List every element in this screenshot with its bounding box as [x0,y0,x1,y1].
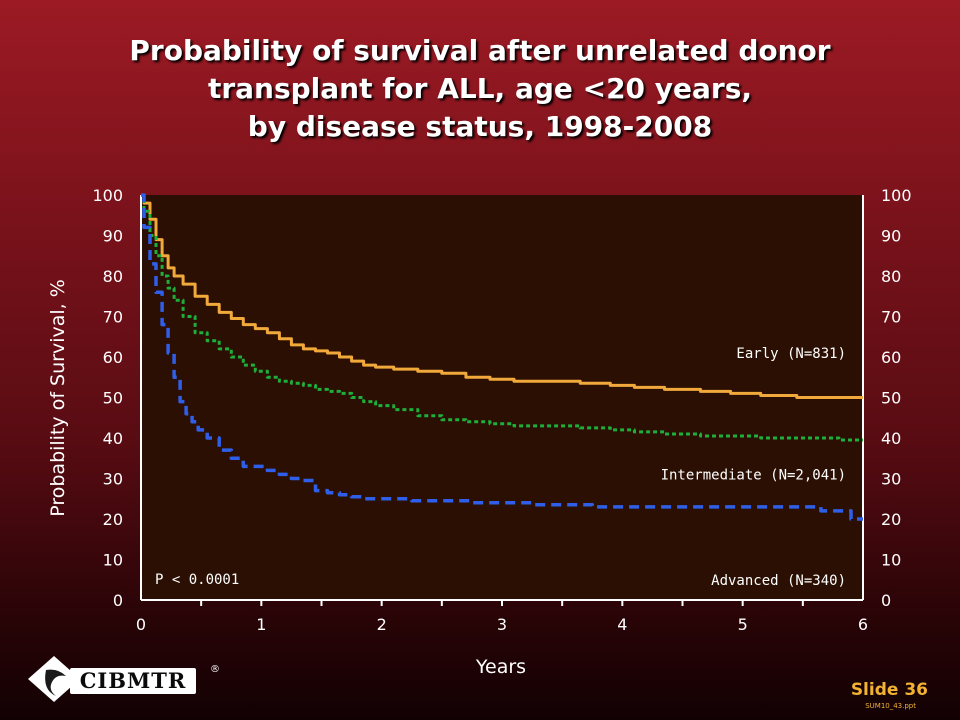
y-tick-label-right: 40 [881,429,901,448]
y-tick-label-right: 70 [881,308,901,327]
y-tick-label: 90 [103,227,123,246]
intermediate-label: Intermediate (N=2,041) [661,467,846,483]
y-tick-label-right: 100 [881,186,912,205]
slide-title: Probability of survival after unrelated … [0,32,960,146]
logo-diamond-icon [28,656,80,702]
series-lines [141,193,863,521]
x-tick-label: 2 [377,615,387,634]
y-tick-label-right: 60 [881,348,901,367]
y-tick-label: 30 [103,470,123,489]
registered-mark: ® [210,664,220,675]
title-line-2: transplant for ALL, age <20 years, [207,72,753,105]
plot-area [141,195,863,600]
x-tick-label: 4 [617,615,627,634]
x-tick-label: 3 [497,615,507,634]
x-tick-label: 0 [136,615,146,634]
x-tick-label: 6 [858,615,868,634]
title-line-3: by disease status, 1998-2008 [247,110,713,143]
y-tick-label: 60 [103,348,123,367]
y-tick-label-right: 90 [881,227,901,246]
y-tick-label: 80 [103,267,123,286]
x-axis-title: Years [475,656,526,678]
y-tick-label: 100 [92,186,123,205]
title-line-1: Probability of survival after unrelated … [129,34,831,67]
y-tick-label-right: 50 [881,389,901,408]
y-tick-label-right: 80 [881,267,901,286]
y-tick-label-right: 0 [881,591,891,610]
slide-file-name: SUM10_43.ppt [865,702,916,710]
series-labels: Early (N=831) Intermediate (N=2,041) Advan… [661,346,846,589]
y-axis-title: Probability of Survival, % [47,279,69,517]
slide-number: Slide 36 [850,680,928,700]
y-tick-label-right: 10 [881,551,901,570]
y-tick-label: 50 [103,389,123,408]
p-value-annotation: P < 0.0001 [155,572,239,588]
x-tick-label: 1 [256,615,266,634]
early-label: Early (N=831) [736,346,846,362]
advanced-survival-line [141,193,863,521]
intermediate-survival-line [141,193,863,442]
logo-text: CIBMTR [70,668,196,694]
advanced-label: Advanced (N=340) [711,573,846,589]
y-tick-label-right: 30 [881,470,901,489]
y-tick-label-right: 20 [881,510,901,529]
y-tick-label: 0 [113,591,123,610]
y-tick-label: 70 [103,308,123,327]
y-tick-label: 40 [103,429,123,448]
early-survival-line [141,193,863,399]
y-tick-label: 20 [103,510,123,529]
y-tick-label: 10 [103,551,123,570]
x-tick-label: 5 [738,615,748,634]
cibmtr-logo: CIBMTR ® [26,654,220,704]
